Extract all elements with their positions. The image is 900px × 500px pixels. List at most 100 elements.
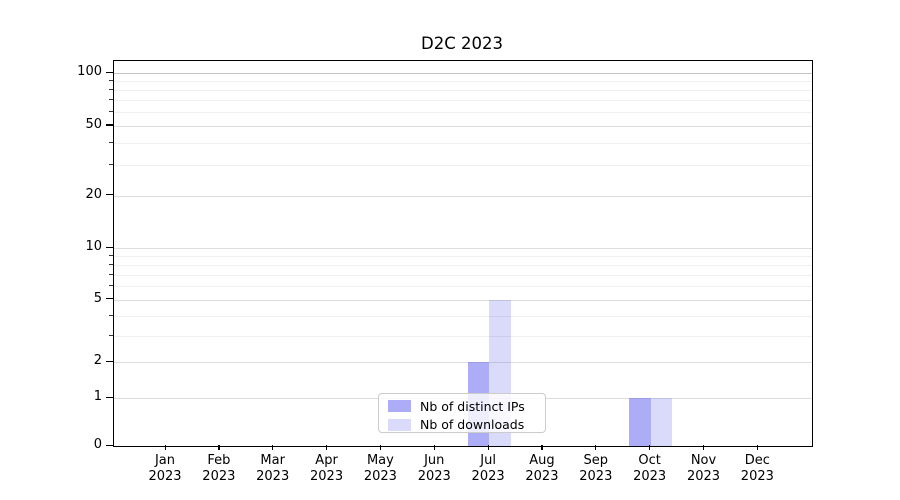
- y-axis-minor-tick-mark: [108, 255, 113, 257]
- y-axis-tick-mark: [105, 444, 113, 446]
- x-tick-label-month: Aug: [529, 453, 555, 468]
- gridline-minor: [114, 256, 812, 258]
- gridline-minor: [114, 264, 812, 266]
- y-axis-tick-label: 10: [85, 239, 102, 255]
- y-axis-minor-tick-mark: [108, 163, 113, 165]
- y-axis-minor-tick-mark: [108, 263, 113, 265]
- legend-swatch: [388, 418, 411, 431]
- x-axis-tick-label: May 2023: [348, 453, 412, 484]
- y-axis-minor-tick-mark: [108, 334, 113, 336]
- gridline-minor: [114, 335, 812, 337]
- gridline-minor: [114, 164, 812, 166]
- y-axis-tick-label: 20: [85, 186, 102, 202]
- y-axis-minor-tick-mark: [108, 273, 113, 275]
- y-axis-tick-label: 2: [93, 353, 102, 369]
- x-tick-label-year: 2023: [310, 468, 344, 484]
- legend-label: Nb of distinct IPs: [420, 398, 525, 414]
- gridline-minor: [114, 90, 812, 92]
- legend-swatch: [388, 400, 411, 413]
- x-axis-tick-label: Jul 2023: [456, 453, 520, 484]
- y-axis-minor-tick-mark: [108, 99, 113, 101]
- y-axis-tick-label: 5: [93, 290, 102, 306]
- gridline-minor: [114, 286, 812, 288]
- x-tick-label-month: Nov: [690, 453, 717, 468]
- gridline-major: [114, 248, 812, 250]
- x-axis-tick-mark: [595, 445, 597, 450]
- x-axis-tick-mark: [164, 445, 166, 450]
- x-tick-label-year: 2023: [148, 468, 182, 484]
- x-axis-tick-mark: [326, 445, 328, 450]
- gridline-major: [114, 299, 812, 301]
- x-tick-label-year: 2023: [740, 468, 774, 484]
- y-axis-minor-tick-mark: [108, 89, 113, 91]
- gridline-minor: [114, 100, 812, 102]
- x-axis-tick-mark: [487, 445, 489, 450]
- gridline-major: [114, 195, 812, 197]
- chart-title: D2C 2023: [421, 34, 503, 53]
- x-axis-tick-label: Mar 2023: [241, 453, 305, 484]
- gridline-minor: [114, 274, 812, 276]
- y-axis-tick-mark: [105, 194, 113, 196]
- bar: [650, 398, 673, 446]
- gridline-minor: [114, 112, 812, 114]
- x-tick-label-year: 2023: [363, 468, 397, 484]
- gridline-minor: [114, 142, 812, 144]
- x-axis-tick-mark: [649, 445, 651, 450]
- x-axis-tick-mark: [218, 445, 220, 450]
- x-tick-label-year: 2023: [686, 468, 721, 484]
- gridline-major: [114, 73, 812, 75]
- gridline-minor: [114, 81, 812, 83]
- legend: Nb of distinct IPs Nb of downloads: [378, 393, 546, 433]
- x-tick-label-month: Dec: [744, 453, 770, 468]
- x-tick-label-month: Sep: [583, 453, 609, 468]
- y-axis-tick-mark: [105, 396, 113, 399]
- y-axis-tick-mark: [105, 360, 113, 362]
- x-tick-label-month: Oct: [638, 453, 661, 468]
- y-axis-tick-label: 0: [93, 437, 102, 452]
- x-tick-label-year: 2023: [202, 468, 236, 484]
- x-axis-tick-mark: [756, 445, 759, 450]
- x-tick-label-month: Jan: [154, 453, 176, 468]
- x-axis-tick-label: Aug 2023: [510, 453, 574, 484]
- gridline-major: [114, 362, 812, 364]
- plot-area: [113, 60, 813, 447]
- x-axis-tick-label: Jun 2023: [402, 453, 466, 484]
- gridline-minor: [114, 315, 812, 317]
- x-tick-label-year: 2023: [525, 468, 559, 484]
- bar: [629, 398, 651, 446]
- x-axis-tick-label: Nov 2023: [672, 453, 736, 484]
- y-axis-tick-label: 100: [77, 64, 102, 80]
- x-tick-label-year: 2023: [579, 468, 613, 484]
- x-tick-label-month: Feb: [207, 453, 231, 468]
- x-tick-label-year: 2023: [417, 468, 451, 484]
- x-tick-label-year: 2023: [633, 468, 667, 484]
- legend-label: Nb of downloads: [420, 417, 525, 433]
- y-axis-minor-tick-mark: [108, 285, 113, 287]
- y-axis-tick-mark: [105, 124, 113, 126]
- y-axis-tick-mark: [105, 246, 113, 248]
- x-axis-tick-label: Jan 2023: [133, 453, 197, 484]
- legend-row: Nb of downloads: [388, 416, 537, 435]
- x-axis-tick-mark: [379, 445, 382, 450]
- gridline-major: [114, 125, 812, 127]
- y-axis-minor-tick-mark: [108, 111, 113, 113]
- y-axis-minor-tick-mark: [108, 80, 113, 82]
- legend-row: Nb of distinct IPs: [388, 397, 537, 416]
- x-axis-tick-label: Sep 2023: [564, 453, 628, 484]
- x-tick-label-month: Jun: [424, 453, 445, 468]
- x-axis-tick-label: Oct 2023: [618, 453, 682, 484]
- x-tick-label-month: Jul: [480, 453, 496, 468]
- x-tick-label-month: May: [366, 453, 394, 468]
- y-axis-minor-tick-mark: [108, 314, 113, 316]
- x-axis-tick-mark: [703, 445, 705, 450]
- x-axis-tick-mark: [272, 445, 274, 450]
- x-tick-label-month: Mar: [260, 453, 285, 468]
- x-tick-label-month: Apr: [315, 453, 338, 468]
- x-tick-label-year: 2023: [471, 468, 505, 484]
- x-axis-tick-mark: [433, 445, 435, 450]
- y-axis-minor-tick-mark: [108, 141, 113, 143]
- y-axis-tick-label: 1: [93, 389, 102, 405]
- y-axis-tick-mark: [105, 298, 113, 300]
- x-axis-tick-mark: [541, 445, 543, 450]
